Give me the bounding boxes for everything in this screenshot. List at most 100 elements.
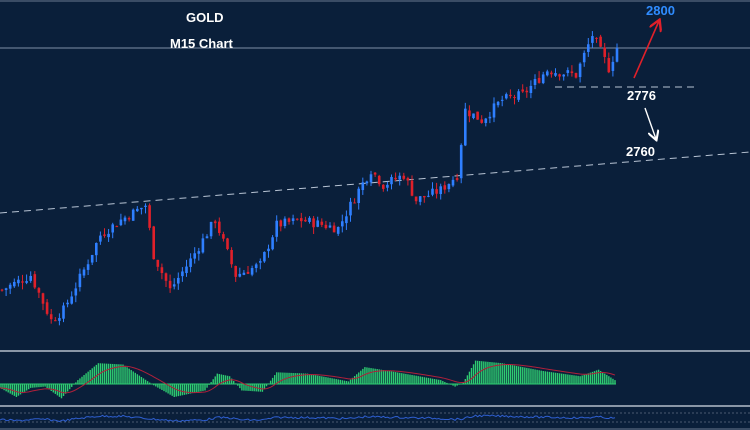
candle-body — [17, 279, 20, 284]
candle-body — [439, 186, 442, 195]
candle-body — [500, 99, 504, 101]
candle-body — [587, 44, 590, 52]
candle-body — [476, 111, 479, 120]
candle-body — [410, 180, 414, 196]
candle-body — [320, 221, 324, 225]
candle-body — [546, 71, 549, 76]
candle-body — [382, 184, 385, 189]
candle-body — [300, 218, 303, 222]
candle-body — [377, 175, 381, 185]
candle-body — [74, 288, 78, 296]
candle-body — [488, 116, 492, 119]
candle-body — [603, 47, 606, 57]
candle-body — [472, 113, 475, 119]
candle-body — [361, 182, 365, 191]
candle-body — [156, 259, 160, 267]
candle-body — [177, 277, 180, 284]
candle-body — [496, 101, 500, 106]
candle-body — [607, 58, 611, 73]
candle-body — [427, 195, 430, 197]
rsi-line — [0, 414, 616, 423]
macd-signal-line — [0, 364, 616, 394]
candle-body — [353, 202, 356, 204]
candle-body — [111, 224, 114, 233]
candle-body — [566, 70, 570, 73]
candle-body — [345, 216, 348, 224]
candle-body — [480, 119, 483, 123]
level-label-2776: 2776 — [627, 88, 656, 103]
candle-body — [398, 175, 401, 180]
candle-body — [279, 220, 283, 227]
candle-body — [119, 219, 123, 226]
candle-body — [455, 178, 459, 180]
candle-body — [394, 177, 397, 180]
rsi-panel-separator — [0, 405, 750, 407]
down-arrow-icon — [644, 107, 656, 139]
candle-body — [62, 305, 65, 319]
candle-body — [13, 281, 16, 287]
candle-body — [599, 36, 602, 47]
candle-body — [533, 79, 537, 86]
candle-body — [341, 221, 344, 227]
candle-body — [181, 271, 184, 277]
candle-body — [250, 268, 254, 275]
candle-body — [369, 174, 373, 183]
candle-body — [152, 226, 155, 260]
candle-body — [242, 272, 246, 275]
candle-body — [254, 264, 258, 269]
candle-body — [562, 74, 565, 77]
up-arrow-icon — [633, 21, 659, 79]
candle-body — [66, 302, 69, 305]
candle-body — [263, 251, 266, 262]
candle-body — [275, 220, 278, 237]
candle-body — [107, 233, 110, 238]
candle-body — [349, 201, 352, 216]
candle-body — [517, 91, 520, 100]
candle-body — [418, 196, 422, 202]
candle-body — [8, 284, 12, 289]
candle-body — [58, 318, 61, 321]
candle-body — [226, 238, 229, 250]
candle-body — [271, 237, 274, 250]
candle-body — [230, 249, 233, 265]
candle-body — [554, 73, 557, 76]
candle-body — [505, 94, 508, 99]
candle-body — [136, 208, 139, 212]
candle-body — [238, 273, 242, 277]
candle-body — [197, 251, 201, 254]
candle-body — [295, 218, 299, 220]
candle-body — [103, 234, 106, 236]
candle-body — [513, 97, 516, 99]
candle-body — [144, 205, 147, 208]
candle-body — [123, 217, 127, 222]
candle-body — [172, 284, 176, 287]
candle-body — [131, 209, 135, 221]
candle-body — [209, 221, 213, 237]
candle-body — [492, 103, 496, 118]
candle-body — [615, 48, 619, 62]
candle-body — [218, 221, 221, 233]
candle-body — [160, 267, 164, 273]
candle-body — [115, 226, 119, 228]
candle-body — [373, 172, 377, 175]
candle-body — [541, 74, 545, 84]
candle-body — [464, 108, 467, 146]
candle-body — [570, 71, 574, 73]
candle-body — [459, 145, 463, 179]
candle-body — [127, 218, 131, 220]
timeframe-title: M15 Chart — [170, 36, 233, 51]
candle-body — [246, 271, 250, 274]
candle-body — [95, 242, 98, 256]
candle-body — [611, 61, 615, 71]
candle-body — [435, 189, 438, 194]
candle-body — [86, 264, 90, 270]
candle-body — [312, 218, 315, 228]
candle-body — [78, 273, 82, 288]
candle-body — [222, 234, 225, 239]
candle-body — [423, 196, 426, 198]
candle-body — [213, 221, 217, 224]
candle-body — [283, 218, 287, 227]
candle-body — [45, 302, 49, 314]
candle-body — [357, 188, 360, 204]
candle-body — [316, 220, 319, 227]
